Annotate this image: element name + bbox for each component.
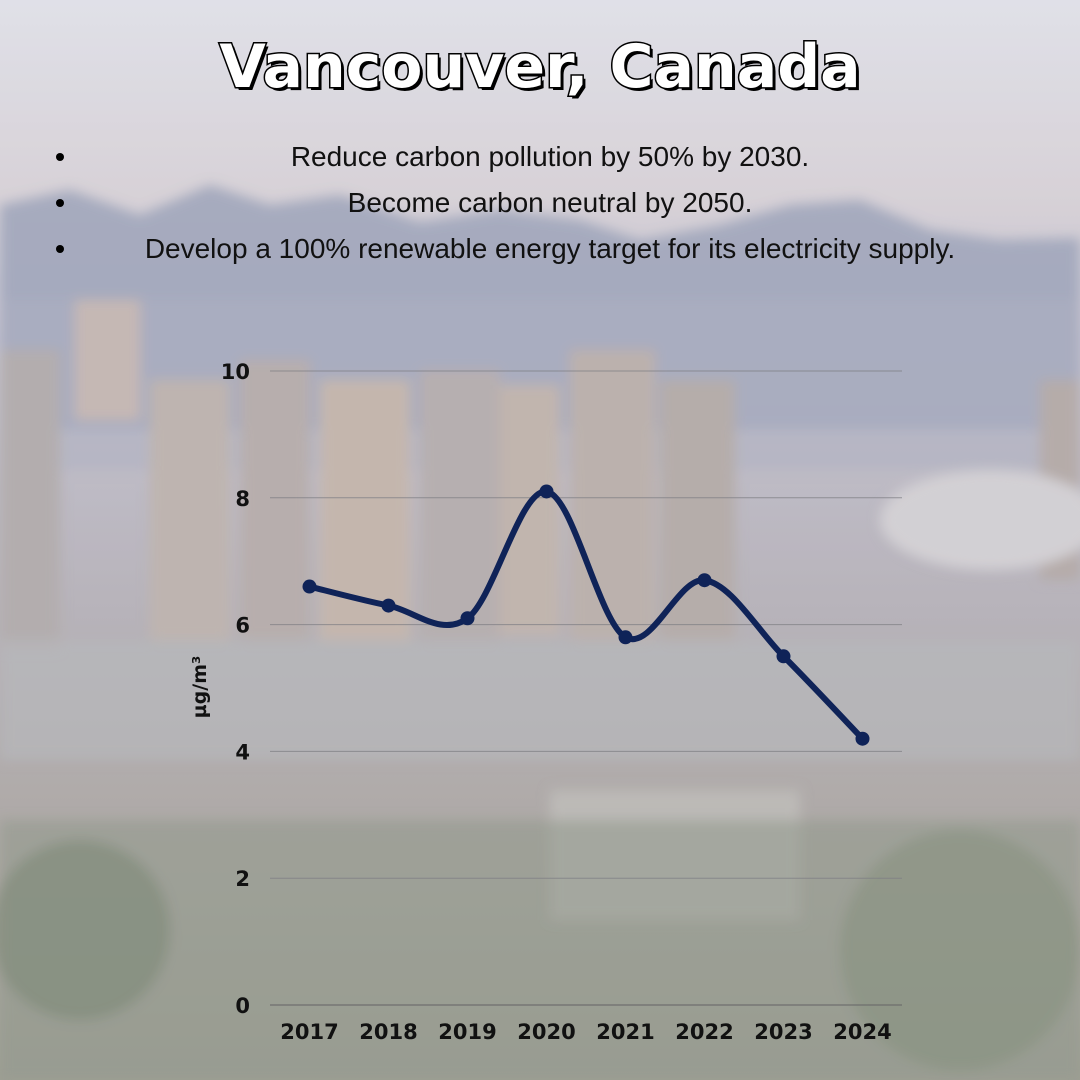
y-tick-label: 8	[235, 487, 250, 511]
data-point	[381, 598, 396, 613]
x-tick-label: 2017	[280, 1020, 338, 1044]
x-axis-ticks: 2017 2018 2019 2020 2021 2022 2023 2024	[280, 1020, 891, 1044]
goal-item: Develop a 100% renewable energy target f…	[40, 226, 1040, 272]
x-tick-label: 2020	[517, 1020, 575, 1044]
y-tick-label: 4	[235, 740, 250, 764]
goal-item: Reduce carbon pollution by 50% by 2030.	[40, 134, 1040, 180]
y-tick-label: 0	[235, 994, 250, 1018]
series-line	[306, 488, 866, 742]
series-layer	[302, 484, 870, 746]
y-axis-ticks: 0 2 4 6 8 10	[221, 360, 250, 1018]
data-point	[776, 649, 791, 664]
data-point	[697, 573, 712, 588]
goals-list: Reduce carbon pollution by 50% by 2030. …	[40, 134, 1040, 272]
y-tick-label: 10	[221, 360, 250, 384]
x-tick-label: 2022	[675, 1020, 733, 1044]
data-point	[302, 579, 317, 594]
page-title: Vancouver, Canada	[218, 31, 862, 104]
gridlines	[270, 370, 902, 1006]
goal-item: Become carbon neutral by 2050.	[40, 180, 1040, 226]
data-point	[539, 484, 554, 499]
x-tick-label: 2021	[596, 1020, 654, 1044]
y-tick-label: 6	[235, 614, 250, 638]
data-point	[460, 611, 475, 626]
y-axis-label: µg/m³	[189, 656, 211, 719]
data-point	[618, 630, 633, 645]
x-tick-label: 2024	[833, 1020, 891, 1044]
data-point	[855, 731, 870, 746]
y-tick-label: 2	[235, 867, 250, 891]
x-tick-label: 2023	[754, 1020, 812, 1044]
x-tick-label: 2019	[438, 1020, 496, 1044]
x-tick-label: 2018	[359, 1020, 417, 1044]
